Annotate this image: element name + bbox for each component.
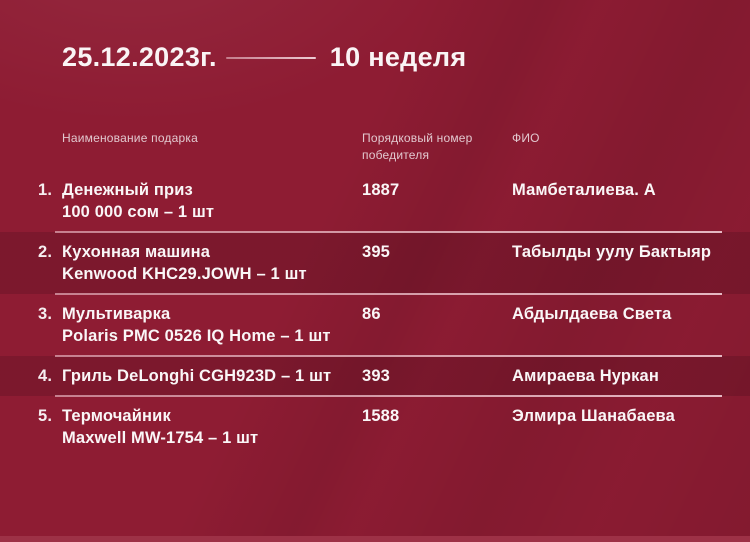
winner-serial-number: 395 xyxy=(362,243,390,261)
winner-name: Элмира Шанабаева xyxy=(512,407,675,425)
winner-name: Табылды уулу Бактыяр xyxy=(512,243,712,261)
row-number: 3. xyxy=(38,305,53,323)
gift-name: Термочайник Maxwell MW-1754 – 1 шт xyxy=(62,405,362,449)
column-header-spacer xyxy=(38,130,62,164)
table-row: 2. Кухонная машина Kenwood KHC29.JOWH – … xyxy=(0,231,750,295)
gift-name: Денежный приз 100 000 сом – 1 шт xyxy=(62,179,362,223)
header-divider-line xyxy=(225,57,316,59)
table-row: 1. Денежный приз 100 000 сом – 1 шт 1887… xyxy=(0,170,750,232)
winner-serial-number: 1887 xyxy=(362,181,400,199)
gift-line-1: Мультиварка xyxy=(62,305,171,323)
gift-name: Мультиварка Polaris PMC 0526 IQ Home – 1… xyxy=(62,303,362,347)
column-header-gift: Наименование подарка xyxy=(62,131,198,145)
gift-line-1: Гриль DeLonghi CGH923D – 1 шт xyxy=(62,367,332,385)
row-number: 1. xyxy=(38,181,53,199)
row-number: 5. xyxy=(38,407,53,425)
row-divider-line xyxy=(55,355,722,357)
gift-line-2: Polaris PMC 0526 IQ Home – 1 шт xyxy=(62,327,331,345)
winner-serial-number: 393 xyxy=(362,367,390,385)
column-header-fio: ФИО xyxy=(512,131,540,145)
gift-line-2: Kenwood KHC29.JOWH – 1 шт xyxy=(62,265,307,283)
winner-serial-number: 1588 xyxy=(362,407,400,425)
gift-name: Гриль DeLonghi CGH923D – 1 шт xyxy=(62,365,362,387)
table-row: 4. Гриль DeLonghi CGH923D – 1 шт 393 Ами… xyxy=(0,355,750,397)
winner-name: Амираева Нуркан xyxy=(512,367,659,385)
gift-line-2: 100 000 сом – 1 шт xyxy=(62,203,215,221)
table-row: 3. Мультиварка Polaris PMC 0526 IQ Home … xyxy=(0,294,750,356)
winners-table: Наименование подарка Порядковый номер по… xyxy=(0,130,750,458)
bottom-edge-strip xyxy=(0,536,750,542)
row-number: 2. xyxy=(38,243,53,261)
gift-line-2: Maxwell MW-1754 – 1 шт xyxy=(62,429,259,447)
page-header: 25.12.2023г. 10 неделя xyxy=(62,42,750,72)
draw-date: 25.12.2023г. xyxy=(62,42,217,72)
gift-line-1: Термочайник xyxy=(62,407,171,425)
gift-line-1: Денежный приз xyxy=(62,181,193,199)
gift-name: Кухонная машина Kenwood KHC29.JOWH – 1 ш… xyxy=(62,241,362,285)
table-row: 5. Термочайник Maxwell MW-1754 – 1 шт 15… xyxy=(0,396,750,458)
week-label: 10 неделя xyxy=(329,42,467,72)
row-number: 4. xyxy=(38,367,53,385)
winner-serial-number: 86 xyxy=(362,305,381,323)
table-column-headers: Наименование подарка Порядковый номер по… xyxy=(0,130,750,164)
winner-name: Абдылдаева Света xyxy=(512,305,672,323)
gift-line-1: Кухонная машина xyxy=(62,243,211,261)
row-divider-line xyxy=(55,231,722,233)
column-header-serial: Порядковый номер победителя xyxy=(362,131,473,162)
winner-name: Мамбеталиева. А xyxy=(512,181,656,199)
